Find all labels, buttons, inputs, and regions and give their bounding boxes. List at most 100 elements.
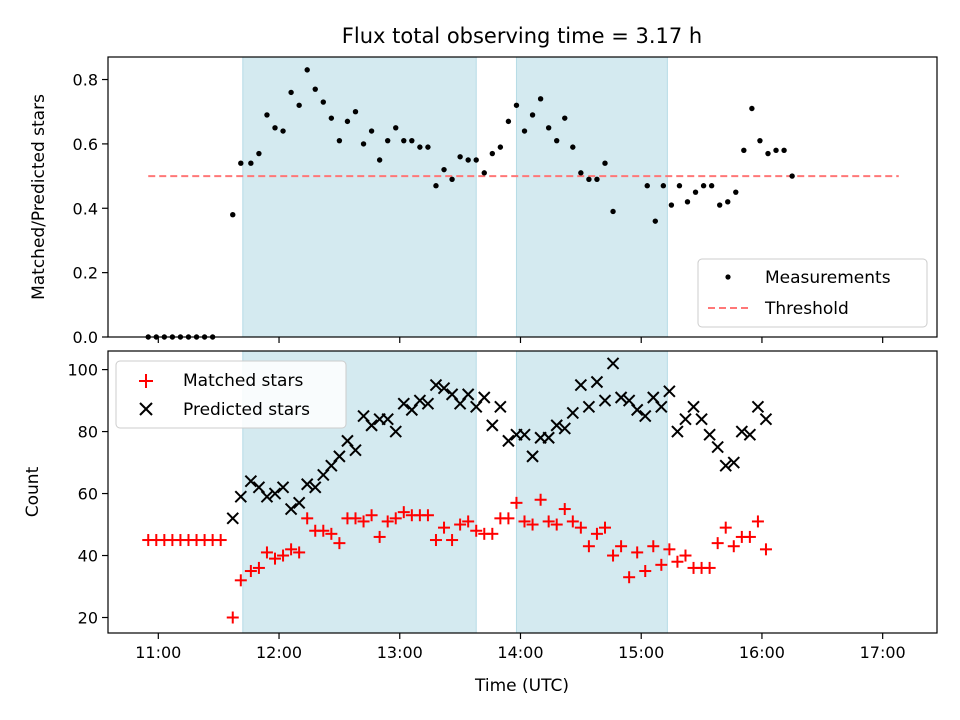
predicted-star-point-43: [574, 378, 588, 392]
bottom-y-tick-label-0: 20: [78, 609, 98, 628]
measurement-point-13: [264, 112, 270, 118]
matched-star-point-22: [325, 527, 338, 540]
measurement-point-9: [230, 212, 236, 218]
measurement-point-12: [256, 150, 262, 157]
matched-star-point-21: [317, 524, 330, 537]
predicted-star-stroke-b-55: [671, 425, 684, 438]
predicted-star-point-17: [365, 419, 378, 432]
predicted-star-point-31: [478, 391, 491, 404]
predicted-star-stroke-b-57: [687, 400, 700, 413]
measurement-point-35: [441, 166, 447, 173]
top-legend: Measurements Threshold: [697, 258, 928, 328]
measurement-point-29: [393, 125, 399, 131]
top-shaded-interval-1: [515, 56, 668, 338]
predicted-star-point-61: [719, 459, 732, 472]
predicted-star-stroke-b-61: [719, 459, 732, 472]
predicted-star-point-41: [558, 422, 571, 435]
predicted-star-point-62: [727, 456, 740, 469]
bottom-shaded-interval-1: [515, 350, 668, 634]
measurement-point-36: [449, 176, 455, 182]
predicted-star-stroke-b-63: [735, 425, 749, 438]
measurement-point-67: [725, 199, 731, 205]
predicted-star-point-26: [437, 381, 451, 395]
matched-star-point-49: [542, 515, 555, 528]
predicted-star-stroke-b-16: [357, 409, 370, 423]
matched-star-point-45: [510, 496, 523, 509]
matched-star-point-25: [349, 512, 362, 525]
matched-star-point-29: [381, 515, 394, 528]
predicted-star-point-25: [429, 378, 443, 392]
predicted-star-point-24: [421, 397, 435, 410]
legend-measurements-label: Measurements: [765, 268, 891, 288]
bottom-x-ticks: 11:00 12:00 13:00 14:00 15:00 16:00 17:00: [135, 633, 906, 662]
predicted-star-stroke-b-10: [309, 481, 322, 494]
predicted-star-stroke-b-58: [695, 412, 708, 426]
top-y-ticks: 0.0 0.2 0.4 0.6 0.8: [73, 71, 108, 347]
predicted-star-point-29: [461, 388, 475, 401]
bottom-x-tick-label-1: 12:00: [256, 643, 302, 662]
predicted-star-stroke-b-3: [252, 481, 266, 494]
measurement-point-53: [586, 176, 592, 182]
measurement-point-62: [684, 199, 691, 205]
predicted-star-point-23: [413, 394, 427, 407]
top-y-tick-label-0: 0.0: [73, 328, 98, 347]
bottom-x-tick-label-5: 16:00: [739, 643, 785, 662]
predicted-star-stroke-b-23: [413, 394, 427, 407]
matched-star-point-17: [285, 543, 298, 556]
predicted-star-stroke-b-36: [518, 428, 531, 441]
measurement-point-21: [328, 115, 335, 121]
predicted-star-stroke-b-40: [550, 419, 563, 432]
predicted-star-stroke-b-25: [429, 378, 443, 392]
measurement-point-37: [457, 154, 463, 160]
predicted-star-stroke-b-20: [389, 425, 402, 438]
matched-star-point-10: [226, 611, 239, 624]
measurement-point-72: [765, 150, 771, 157]
measurement-point-69: [741, 147, 747, 154]
predicted-star-point-51: [639, 409, 652, 423]
measurement-point-74: [781, 147, 787, 154]
measurement-point-54: [594, 176, 600, 182]
legend-predicted-label: Predicted stars: [183, 400, 310, 420]
matched-star-point-15: [269, 552, 282, 565]
predicted-star-stroke-b-6: [276, 481, 290, 494]
matched-star-point-16: [277, 549, 290, 562]
measurement-point-73: [773, 147, 779, 154]
bottom-x-tick-label-6: 17:00: [860, 643, 906, 662]
top-legend-box: [697, 258, 928, 328]
top-panel: 0.00.20.40.60.8 Matched/Predicted stars …: [29, 56, 938, 347]
measurement-point-58: [652, 218, 659, 224]
predicted-star-point-55: [671, 425, 684, 438]
matched-star-point-65: [671, 555, 684, 568]
measurement-point-64: [700, 183, 707, 189]
measurement-point-63: [692, 189, 699, 195]
predicted-star-stroke-b-1: [234, 490, 248, 503]
predicted-star-stroke-b-24: [421, 397, 435, 410]
matched-star-point-23: [333, 537, 346, 550]
predicted-star-point-0: [226, 512, 239, 525]
predicted-star-point-66: [759, 412, 773, 426]
measurement-point-44: [513, 102, 520, 108]
measurement-point-60: [668, 202, 675, 208]
predicted-star-point-47: [606, 357, 620, 370]
predicted-star-point-32: [486, 419, 499, 432]
predicted-star-point-9: [300, 478, 314, 491]
predicted-star-stroke-b-51: [639, 409, 652, 423]
measurement-point-47: [537, 96, 544, 102]
measurement-point-14: [272, 125, 278, 131]
matched-star-point-11: [234, 574, 247, 587]
top-y-axis-label: Matched/Predicted stars: [29, 94, 49, 300]
legend-predicted-marker: [139, 402, 153, 416]
predicted-star-point-57: [687, 400, 700, 413]
matched-star-point-66: [679, 549, 692, 562]
predicted-star-stroke-b-53: [655, 400, 668, 413]
top-y-tick-label-1: 0.2: [73, 264, 98, 283]
predicted-star-stroke-b-65: [751, 400, 765, 413]
measurement-point-68: [733, 189, 739, 195]
measurement-point-16: [288, 89, 294, 96]
predicted-star-point-40: [550, 419, 563, 432]
predicted-star-stroke-b-5: [268, 487, 282, 500]
measurement-point-51: [570, 144, 576, 150]
predicted-star-stroke-b-9: [300, 478, 314, 491]
bottom-x-tick-label-3: 14:00: [497, 643, 543, 662]
predicted-star-point-42: [566, 406, 580, 420]
